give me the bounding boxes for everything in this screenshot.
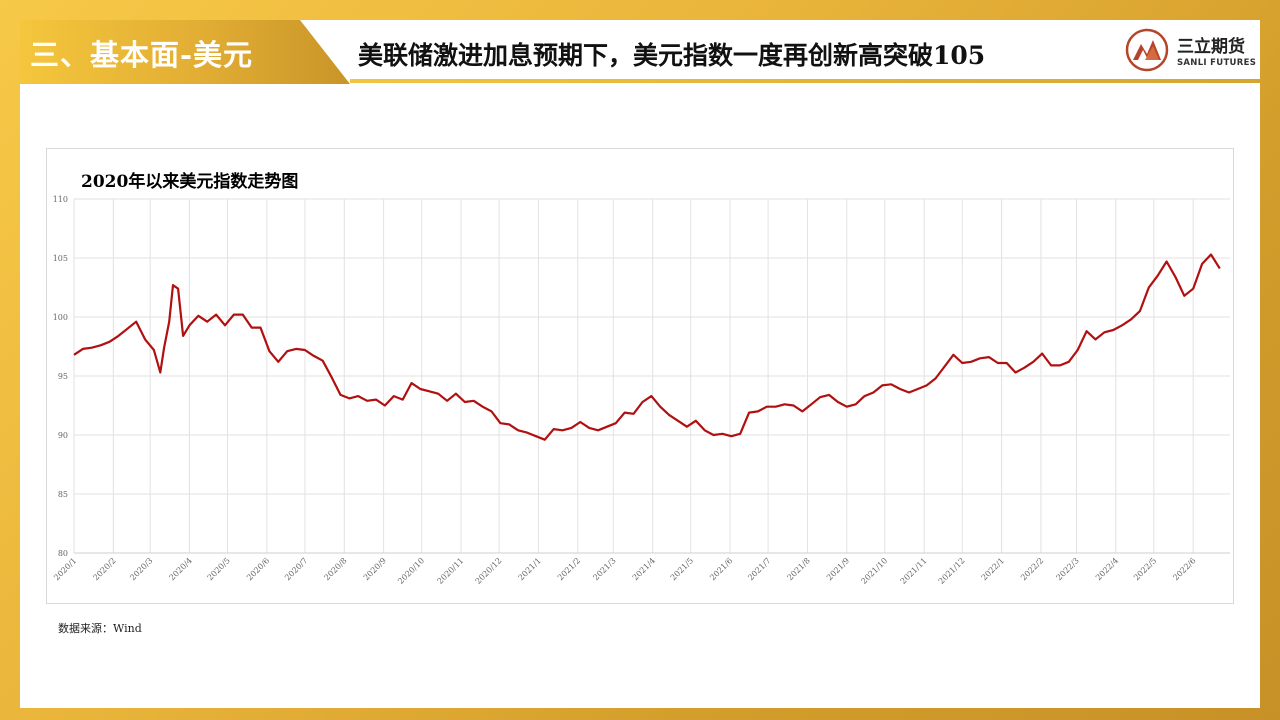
page-title: 美联储激进加息预期下，美元指数一度再创新高突破105 xyxy=(358,41,986,70)
y-tick-label: 100 xyxy=(53,313,68,322)
slide: 三、基本面-美元 美联储激进加息预期下，美元指数一度再创新高突破105 三立期货… xyxy=(20,20,1260,708)
x-tick-label: 2021/12 xyxy=(937,556,967,586)
x-tick-label: 2020/5 xyxy=(206,556,232,582)
y-tick-label: 80 xyxy=(58,549,68,558)
x-tick-label: 2020/12 xyxy=(474,556,504,586)
x-tick-label: 2020/3 xyxy=(128,556,154,582)
y-tick-label: 105 xyxy=(53,254,68,263)
logo-name-cn: 三立期货 xyxy=(1177,37,1245,57)
x-tick-label: 2022/2 xyxy=(1019,556,1045,582)
chart-container: 2020年以来美元指数走势图 80 85 90 95 100 105 110 2020/1 20… xyxy=(46,148,1234,604)
x-tick-label: 2020/4 xyxy=(168,556,194,582)
x-tick-label: 2020/1 xyxy=(52,556,78,582)
section-tab: 三、基本面-美元 xyxy=(20,20,350,84)
logo-name-en: SANLI FUTURES xyxy=(1177,58,1257,68)
x-tick-label: 2020/2 xyxy=(91,556,117,582)
y-tick-label: 110 xyxy=(53,195,68,204)
line-chart: 80 85 90 95 100 105 110 2020/1 2020/2 2020/3 2020/… xyxy=(52,195,1230,586)
x-tick-label: 2021/6 xyxy=(708,556,734,582)
x-tick-label: 2020/10 xyxy=(396,556,426,586)
x-tick-label: 2021/4 xyxy=(631,556,657,582)
y-tick-label: 95 xyxy=(58,372,68,381)
x-tick-label: 2021/1 xyxy=(517,556,543,582)
x-tick-label: 2020/9 xyxy=(362,556,388,582)
chart-title: 2020年以来美元指数走势图 xyxy=(81,172,299,192)
x-tick-label: 2021/8 xyxy=(786,556,812,582)
x-tick-label: 2021/11 xyxy=(899,556,929,586)
header-bar: 三、基本面-美元 美联储激进加息预期下，美元指数一度再创新高突破105 三立期货… xyxy=(20,20,1260,84)
mountain-logo-icon xyxy=(1125,28,1169,72)
x-tick-label: 2021/3 xyxy=(591,556,617,582)
x-tick-label: 2021/9 xyxy=(825,556,851,582)
x-tick-label: 2021/2 xyxy=(556,556,582,582)
x-tick-label: 2021/5 xyxy=(669,556,695,582)
x-tick-label: 2020/7 xyxy=(283,556,309,582)
company-logo: 三立期货 SANLI FUTURES xyxy=(1125,28,1260,78)
y-tick-label: 90 xyxy=(58,431,68,440)
x-tick-label: 2021/10 xyxy=(859,556,889,586)
x-tick-label: 2021/7 xyxy=(746,556,772,582)
x-tick-label: 2022/5 xyxy=(1132,556,1158,582)
data-source-note: 数据来源：Wind xyxy=(58,622,142,635)
y-tick-label: 85 xyxy=(58,490,68,499)
header-divider xyxy=(350,79,1260,83)
x-tick-label: 2022/6 xyxy=(1171,556,1197,582)
x-tick-label: 2022/4 xyxy=(1094,556,1120,582)
x-tick-label: 2022/3 xyxy=(1055,556,1081,582)
x-tick-label: 2020/8 xyxy=(322,556,348,582)
x-tick-label: 2022/1 xyxy=(980,556,1006,582)
x-tick-label: 2020/6 xyxy=(245,556,271,582)
section-label: 三、基本面-美元 xyxy=(30,38,254,72)
series-line xyxy=(73,253,1221,441)
x-tick-label: 2020/11 xyxy=(436,556,466,586)
